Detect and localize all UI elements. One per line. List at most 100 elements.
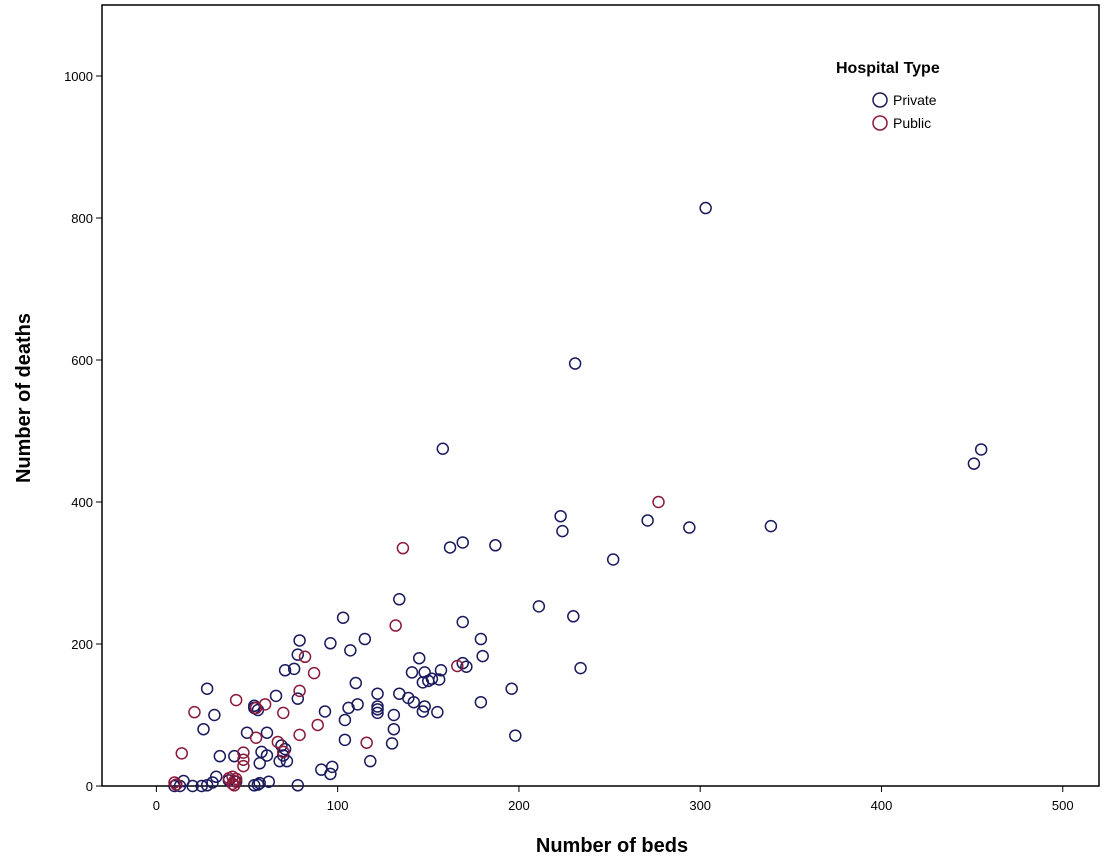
y-tick-label: 400 [71, 495, 93, 510]
data-point [197, 722, 210, 736]
data-point [278, 742, 292, 756]
data-point [764, 519, 778, 533]
data-point [293, 684, 306, 698]
data-point [967, 457, 981, 470]
data-point [344, 644, 357, 657]
data-point [360, 736, 373, 749]
data-point [269, 689, 283, 703]
data-point [509, 729, 522, 742]
data-point [349, 676, 363, 690]
data-point [291, 779, 305, 792]
data-point [186, 779, 199, 793]
data-point [416, 676, 430, 689]
data-point [641, 514, 654, 527]
data-point [974, 443, 988, 456]
data-point [387, 708, 401, 722]
legend: Hospital Type Private Public [836, 60, 940, 131]
data-point [287, 662, 301, 676]
data-point [652, 495, 665, 509]
data-point [371, 706, 384, 720]
legend-item-public: Public [872, 115, 931, 131]
data-point [258, 698, 272, 711]
data-point [253, 776, 266, 790]
data-point [213, 749, 227, 763]
data-point [532, 600, 546, 613]
data-point [293, 728, 306, 742]
data-point [476, 649, 489, 663]
data-points [168, 201, 988, 793]
data-point [505, 682, 518, 695]
data-point [364, 754, 377, 768]
data-point [237, 753, 250, 766]
data-point [606, 553, 620, 566]
data-point [291, 648, 305, 661]
data-point [291, 692, 305, 705]
x-tick-label: 400 [871, 798, 893, 813]
y-tick-label: 600 [71, 353, 93, 368]
data-point [311, 718, 324, 732]
series-public [168, 495, 665, 792]
data-point [226, 777, 239, 791]
data-point [298, 650, 312, 664]
data-point [175, 747, 189, 760]
x-tick-label: 300 [689, 798, 711, 813]
y-tick-label: 1000 [64, 69, 93, 84]
data-point [342, 701, 355, 715]
data-point [278, 664, 292, 677]
x-axis: 0 100 200 300 400 500 [153, 786, 1074, 813]
data-point [556, 524, 569, 538]
data-point [228, 774, 241, 788]
legend-item-private: Private [872, 92, 937, 108]
data-point [416, 705, 430, 718]
data-point [338, 733, 352, 747]
data-point [474, 695, 488, 709]
data-point [168, 776, 181, 789]
data-point [253, 757, 266, 770]
data-point [407, 695, 421, 709]
data-point [396, 541, 410, 555]
data-point [371, 687, 384, 700]
data-point [358, 632, 372, 646]
data-point [324, 767, 337, 781]
data-point [393, 593, 406, 606]
data-point [567, 610, 580, 623]
data-point [434, 664, 448, 677]
x-tick-label: 100 [327, 798, 349, 813]
data-point [248, 779, 261, 792]
data-point [431, 705, 444, 719]
data-point [324, 637, 337, 650]
data-point [389, 619, 402, 632]
data-point [293, 634, 306, 647]
x-axis-title: Number of beds [536, 835, 688, 857]
data-point [554, 509, 567, 523]
legend-marker-icon [872, 92, 888, 108]
data-point [325, 760, 339, 774]
legend-title: Hospital Type [836, 60, 940, 77]
data-point [385, 737, 399, 750]
data-point [200, 779, 214, 792]
data-point [456, 536, 469, 549]
data-point [489, 539, 502, 552]
data-point [229, 693, 243, 707]
x-tick-label: 0 [153, 798, 160, 813]
data-point [249, 731, 263, 744]
data-point [260, 749, 274, 762]
data-point [451, 659, 464, 673]
data-point [336, 611, 350, 624]
data-point [188, 705, 201, 719]
data-point [195, 779, 208, 793]
data-point [371, 703, 384, 716]
y-axis-title: Number of deaths [13, 313, 35, 483]
data-point [277, 706, 290, 720]
data-point [168, 779, 181, 793]
data-point [271, 735, 285, 749]
plot-border [101, 4, 1100, 787]
data-point [277, 745, 290, 759]
data-point [338, 713, 352, 727]
data-point [699, 201, 712, 215]
y-tick-label: 800 [71, 211, 93, 226]
data-point [436, 442, 450, 455]
data-point [237, 759, 250, 773]
data-point [387, 722, 401, 736]
